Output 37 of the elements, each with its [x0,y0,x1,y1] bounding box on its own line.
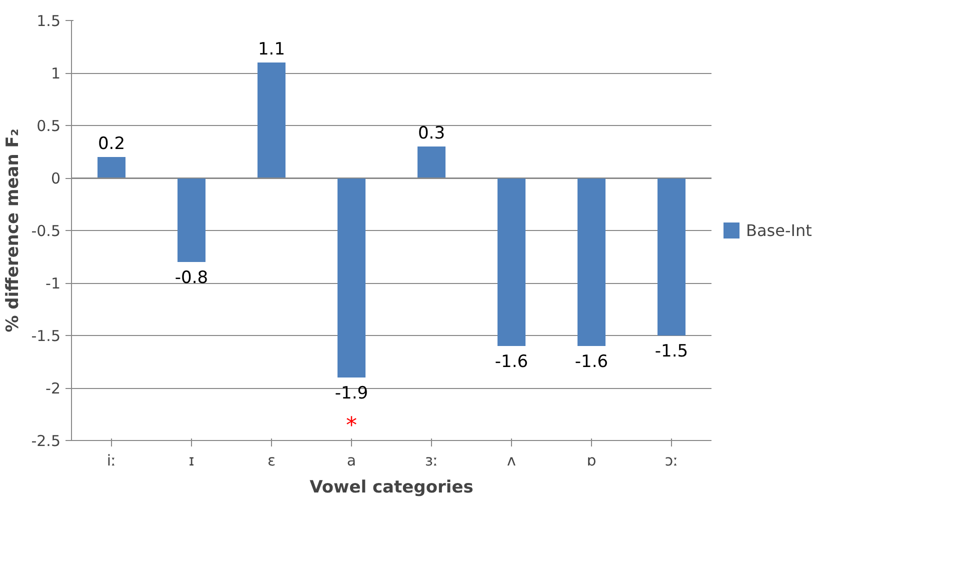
bar [338,178,366,378]
bar [98,157,126,178]
bar [178,178,206,262]
data-label: -1.6 [574,352,608,372]
x-tick-label: iː [106,452,116,470]
legend-label: Base-Int [746,220,812,240]
bar [658,178,686,336]
bar [498,178,526,346]
x-axis-title: Vowel categories [310,478,474,498]
bar [418,146,446,178]
x-tick-label: a [346,452,356,470]
y-tick-label: -1.5 [31,327,61,345]
annotation: * [346,414,357,438]
y-tick-label: 0 [50,170,61,188]
x-tick-label: ɜː [424,452,438,470]
x-tick-label: ɔː [664,452,678,470]
bar [258,62,286,178]
data-label: -1.5 [654,342,688,362]
data-label: 0.3 [418,124,446,144]
y-tick-label: -0.5 [31,222,61,240]
bar [578,178,606,346]
y-tick-label: 1 [50,64,61,82]
x-tick-label: ɛ [267,452,276,470]
y-tick-label: -2 [46,380,61,398]
x-tick-label: ɒ [586,452,596,470]
data-label: -1.9 [334,384,368,404]
data-label: -0.8 [174,268,208,288]
y-tick-label: -2.5 [31,432,61,450]
y-tick-label: 1.5 [36,12,61,30]
y-axis-title: % difference mean F₂ [3,128,24,332]
data-label: 0.2 [98,134,126,154]
y-tick-label: 0.5 [36,117,61,135]
data-label: 1.1 [258,40,286,60]
x-tick-label: ɪ [188,452,194,470]
y-tick-label: -1 [46,274,61,292]
x-tick-label: ʌ [507,452,516,470]
data-label: -1.6 [494,352,528,372]
